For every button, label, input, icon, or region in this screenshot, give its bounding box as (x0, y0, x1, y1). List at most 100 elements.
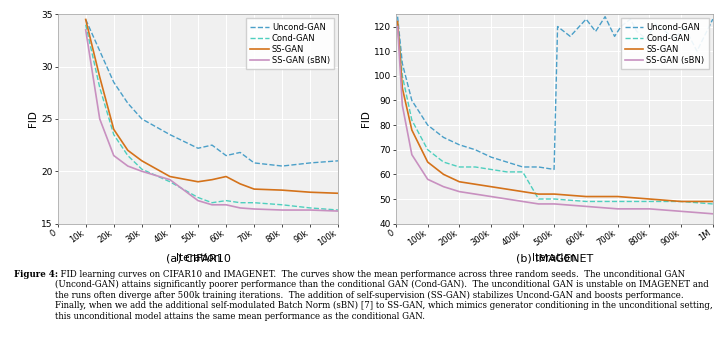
SS-GAN (81, 17, 90, 22)
Uncond-GAN (534, 165, 543, 169)
Uncond-GAN (278, 164, 287, 168)
Uncond-GAN (439, 135, 448, 140)
Cond-GAN (645, 200, 654, 204)
Cond-GAN (306, 206, 315, 210)
Uncond-GAN (652, 22, 660, 26)
Cond-GAN (393, 20, 402, 24)
Cond-GAN (222, 198, 230, 203)
SS-GAN (550, 192, 559, 196)
SS-GAN (sBN) (109, 153, 118, 158)
SS-GAN (sBN) (613, 207, 622, 211)
Line: Cond-GAN: Cond-GAN (397, 22, 713, 204)
SS-GAN (613, 195, 622, 199)
SS-GAN (503, 187, 511, 191)
Cond-GAN (487, 167, 495, 171)
SS-GAN (sBN) (306, 208, 315, 212)
Uncond-GAN (124, 101, 132, 105)
SS-GAN (sBN) (645, 207, 654, 211)
SS-GAN (sBN) (207, 203, 216, 207)
Cond-GAN (95, 85, 104, 89)
Cond-GAN (124, 153, 132, 158)
SS-GAN (471, 182, 480, 186)
Cond-GAN (423, 148, 432, 152)
Uncond-GAN (398, 61, 407, 66)
SS-GAN (sBN) (439, 185, 448, 189)
SS-GAN (306, 190, 315, 194)
Line: Cond-GAN: Cond-GAN (86, 24, 338, 210)
Cond-GAN (250, 201, 258, 205)
SS-GAN (sBN) (534, 202, 543, 206)
SS-GAN (393, 20, 402, 24)
SS-GAN (645, 197, 654, 201)
Uncond-GAN (680, 24, 688, 29)
SS-GAN (sBN) (487, 195, 495, 199)
Legend: Uncond-GAN, Cond-GAN, SS-GAN, SS-GAN (sBN): Uncond-GAN, Cond-GAN, SS-GAN, SS-GAN (sB… (621, 18, 708, 69)
SS-GAN (487, 185, 495, 189)
Cond-GAN (439, 160, 448, 164)
SS-GAN (398, 86, 407, 90)
SS-GAN (109, 127, 118, 131)
SS-GAN (250, 187, 258, 191)
Uncond-GAN (250, 161, 258, 165)
Uncond-GAN (471, 148, 480, 152)
Uncond-GAN (503, 160, 511, 164)
SS-GAN (194, 180, 202, 184)
Text: Figure 4:: Figure 4: (14, 270, 58, 279)
Cond-GAN (235, 201, 244, 205)
Cond-GAN (708, 202, 717, 206)
Cond-GAN (109, 132, 118, 137)
SS-GAN (sBN) (278, 208, 287, 212)
SS-GAN (534, 192, 543, 196)
Text: (b) IMAGENET: (b) IMAGENET (516, 254, 593, 264)
Uncond-GAN (487, 155, 495, 159)
Uncond-GAN (616, 24, 625, 29)
Uncond-GAN (553, 24, 562, 29)
Cond-GAN (613, 200, 622, 204)
SS-GAN (sBN) (398, 103, 407, 108)
Cond-GAN (194, 195, 202, 200)
SS-GAN (708, 200, 717, 204)
Cond-GAN (408, 118, 416, 122)
Y-axis label: FID: FID (29, 110, 38, 127)
Line: SS-GAN (sBN): SS-GAN (sBN) (397, 27, 713, 214)
Cond-GAN (534, 197, 543, 201)
SS-GAN (439, 172, 448, 176)
SS-GAN (166, 174, 174, 179)
SS-GAN (sBN) (194, 198, 202, 203)
SS-GAN (sBN) (124, 164, 132, 168)
SS-GAN (207, 178, 216, 182)
Uncond-GAN (661, 29, 670, 34)
SS-GAN (222, 174, 230, 179)
Cond-GAN (166, 180, 174, 184)
Uncond-GAN (582, 17, 590, 21)
Uncond-GAN (566, 34, 575, 38)
Uncond-GAN (693, 49, 701, 53)
Cond-GAN (334, 208, 343, 212)
SS-GAN (95, 75, 104, 79)
Uncond-GAN (455, 143, 464, 147)
SS-GAN (sBN) (582, 204, 590, 208)
Uncond-GAN (408, 98, 416, 103)
Uncond-GAN (334, 159, 343, 163)
SS-GAN (sBN) (222, 203, 230, 207)
Uncond-GAN (632, 29, 641, 34)
SS-GAN (423, 160, 432, 164)
Y-axis label: FID: FID (361, 110, 371, 127)
Uncond-GAN (109, 80, 118, 84)
Cond-GAN (455, 165, 464, 169)
SS-GAN (sBN) (393, 24, 402, 29)
Cond-GAN (81, 22, 90, 27)
SS-GAN (sBN) (166, 178, 174, 182)
Uncond-GAN (600, 15, 609, 19)
SS-GAN (582, 195, 590, 199)
Uncond-GAN (166, 132, 174, 137)
Uncond-GAN (642, 37, 651, 41)
Text: (a) CIFAR10: (a) CIFAR10 (166, 254, 230, 264)
SS-GAN (sBN) (235, 206, 244, 210)
SS-GAN (455, 180, 464, 184)
Line: Uncond-GAN: Uncond-GAN (86, 20, 338, 166)
Cond-GAN (503, 170, 511, 174)
Cond-GAN (518, 170, 527, 174)
SS-GAN (sBN) (455, 190, 464, 194)
Uncond-GAN (194, 146, 202, 151)
